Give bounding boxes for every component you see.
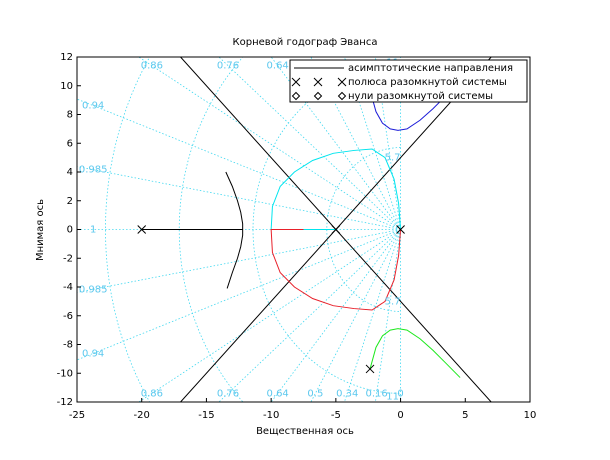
damping-grid-label: 0.86 — [141, 61, 163, 72]
damping-grid-label: 0.985 — [79, 284, 108, 295]
legend-swatch — [313, 91, 323, 101]
damping-grid-label: 0.64 — [267, 61, 289, 72]
legend-swatch — [337, 91, 347, 101]
damping-grid-line — [77, 229, 401, 361]
legend-label: нули разомкнутой системы — [348, 91, 493, 102]
x-tick-label: 5 — [462, 410, 468, 421]
damping-grid-label: 0.985 — [79, 165, 108, 176]
legend: асимптотические направления полюса разомк… — [289, 59, 528, 103]
y-tick-label: 2 — [67, 196, 73, 207]
y-tick-label: 6 — [67, 138, 73, 149]
damping-grid-line — [310, 229, 401, 402]
damping-grid-line — [77, 229, 401, 293]
legend-label: полюса разомкнутой системы — [348, 77, 507, 88]
legend-swatch — [291, 91, 301, 101]
y-tick-label: 12 — [60, 52, 73, 63]
y-tick-label: -2 — [63, 253, 73, 264]
legend-swatch — [291, 77, 301, 87]
legend-swatch — [337, 77, 347, 87]
chart-title: Корневой годограф Эванса — [233, 37, 378, 48]
damping-grid-label: 0.5 — [307, 388, 323, 399]
damping-grid-label: 0 — [397, 388, 403, 399]
frequency-grid-arc — [252, 65, 401, 394]
x-tick-label: -10 — [263, 410, 279, 421]
legend-box — [289, 59, 528, 103]
y-tick-label: -12 — [57, 397, 73, 408]
damping-grid-label: 0.76 — [217, 61, 239, 72]
damping-grid-label: 0.34 — [336, 388, 358, 399]
y-tick-label: -10 — [57, 368, 73, 379]
frequency-grid-label: 11 — [386, 391, 399, 402]
y-tick-label: -4 — [63, 282, 73, 293]
locus-branch — [270, 229, 402, 311]
y-tick-label: -8 — [63, 340, 73, 351]
damping-grid-line — [375, 57, 401, 230]
legend-label: асимптотические направления — [348, 63, 513, 74]
y-tick-label: 0 — [67, 225, 73, 236]
y-tick-label: -6 — [63, 311, 73, 322]
damping-grid-label: 0.64 — [267, 388, 289, 399]
damping-grid-line — [77, 98, 401, 230]
damping-grid-label: 1 — [90, 225, 96, 236]
x-tick-label: -20 — [134, 410, 150, 421]
locus-branch — [270, 148, 402, 230]
damping-grid-label: 0.86 — [141, 388, 163, 399]
x-tick-label: -15 — [198, 410, 214, 421]
x-tick-label: 10 — [524, 410, 537, 421]
damping-grid-label: 0.76 — [217, 388, 239, 399]
damping-grid-line — [344, 229, 401, 402]
damping-grid-label: 0.16 — [366, 388, 388, 399]
damping-grid-line — [375, 229, 401, 402]
frequency-grid-label: 5.7 — [385, 153, 401, 164]
locus-branch — [225, 171, 244, 289]
locus-branch — [369, 328, 461, 378]
y-tick-label: 8 — [67, 110, 73, 121]
x-tick-label: -25 — [69, 410, 85, 421]
pole-marker — [331, 225, 341, 234]
damping-grid-line — [270, 229, 401, 402]
x-axis-label: Вещественная ось — [256, 426, 354, 437]
damping-grid-label: 0.94 — [82, 101, 104, 112]
frequency-grid-label: 5.7 — [385, 296, 401, 307]
damping-grid-label: 0.94 — [82, 348, 104, 359]
x-tick-label: 0 — [397, 410, 403, 421]
y-tick-label: 4 — [67, 167, 73, 178]
y-axis-label: Мнимая ось — [35, 199, 46, 261]
pole-marker — [365, 364, 375, 374]
pole-marker — [137, 225, 147, 234]
x-tick-label: -5 — [331, 410, 341, 421]
damping-grid-line — [77, 166, 401, 230]
pole-marker — [396, 225, 405, 234]
legend-swatch — [313, 77, 323, 87]
y-tick-label: 10 — [60, 81, 73, 92]
